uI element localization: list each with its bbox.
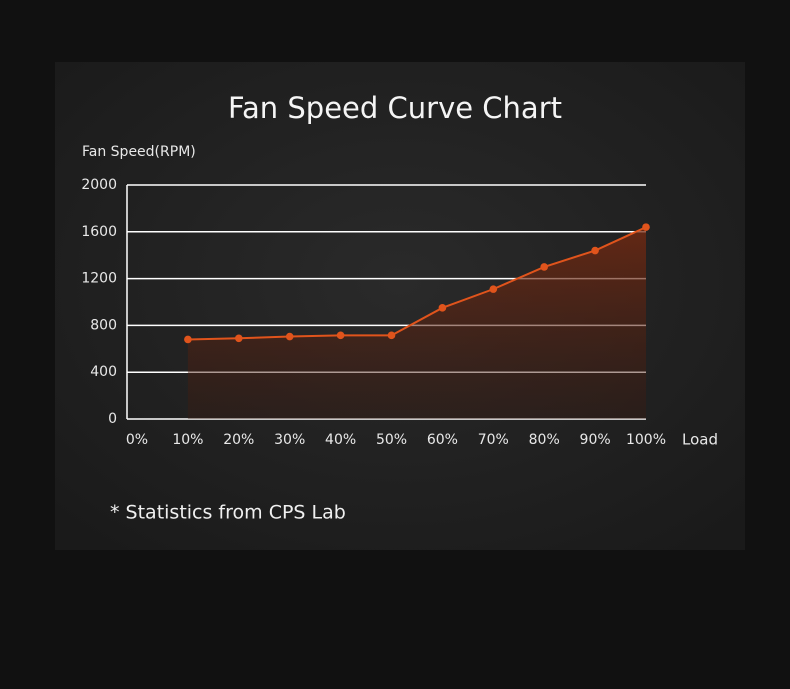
x-tick-label: 90% <box>580 432 611 448</box>
point <box>387 331 396 340</box>
x-axis-label: Load <box>682 431 718 449</box>
x-tick-label: 70% <box>478 432 509 448</box>
point <box>438 304 447 312</box>
point <box>235 334 243 343</box>
point <box>184 335 192 344</box>
point <box>642 223 650 231</box>
footnote: * Statistics from CPS Lab <box>110 502 346 524</box>
point <box>540 263 548 271</box>
x-tick-label: 40% <box>325 432 356 448</box>
y-tick-label: 1200 <box>81 271 117 287</box>
y-tick-label: 2000 <box>81 177 117 193</box>
point <box>591 246 599 255</box>
x-tick-label: 100% <box>626 432 666 448</box>
point <box>285 332 294 341</box>
x-tick-label: 60% <box>427 432 458 448</box>
x-tick-label: 80% <box>529 432 560 448</box>
area <box>187 227 646 419</box>
x-tick-label: 30% <box>274 432 305 448</box>
y-tick-label: 800 <box>90 317 117 333</box>
y-tick-label: 1600 <box>81 224 117 240</box>
point <box>336 331 345 340</box>
line <box>187 226 647 341</box>
x-tick-label: 10% <box>172 432 203 448</box>
x-tick-label: 20% <box>223 432 254 448</box>
x-tick-label: 0% <box>126 432 148 448</box>
y-tick-label: 400 <box>90 364 117 380</box>
point <box>489 285 498 293</box>
y-axis-label: Fan Speed(RPM) <box>82 144 196 160</box>
x-tick-label: 50% <box>376 432 407 448</box>
y-tick-label: 0 <box>108 411 117 427</box>
chart-title: Fan Speed Curve Chart <box>228 91 562 125</box>
